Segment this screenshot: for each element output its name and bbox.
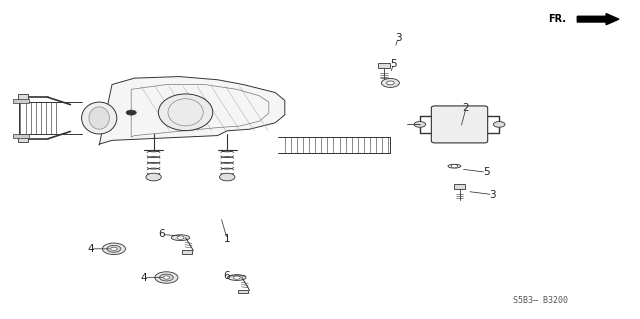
Ellipse shape bbox=[414, 122, 426, 127]
FancyArrow shape bbox=[577, 14, 619, 25]
Bar bbox=[182, 250, 192, 254]
Circle shape bbox=[463, 131, 476, 137]
Ellipse shape bbox=[228, 275, 246, 280]
Ellipse shape bbox=[448, 164, 461, 168]
Text: 6: 6 bbox=[158, 229, 164, 240]
Circle shape bbox=[126, 110, 136, 115]
FancyBboxPatch shape bbox=[431, 106, 488, 143]
Polygon shape bbox=[99, 77, 285, 145]
Circle shape bbox=[234, 276, 240, 279]
Ellipse shape bbox=[452, 121, 467, 128]
Circle shape bbox=[146, 173, 161, 181]
Ellipse shape bbox=[89, 107, 109, 129]
Text: 5: 5 bbox=[390, 59, 397, 69]
Circle shape bbox=[381, 78, 399, 87]
Bar bbox=[13, 99, 29, 103]
Circle shape bbox=[177, 236, 184, 239]
Text: S5B3– B3200: S5B3– B3200 bbox=[513, 296, 568, 305]
Circle shape bbox=[163, 276, 170, 279]
Text: 1: 1 bbox=[224, 234, 230, 244]
Text: 5: 5 bbox=[483, 167, 490, 177]
Bar bbox=[238, 290, 248, 293]
Text: 2: 2 bbox=[463, 103, 469, 114]
Ellipse shape bbox=[172, 235, 189, 241]
Circle shape bbox=[444, 112, 456, 118]
Bar bbox=[378, 63, 390, 68]
Ellipse shape bbox=[158, 94, 212, 131]
Bar bbox=[13, 134, 29, 138]
Bar bbox=[18, 94, 28, 100]
Circle shape bbox=[159, 274, 173, 281]
Text: 3: 3 bbox=[490, 189, 496, 200]
Text: 3: 3 bbox=[395, 33, 401, 43]
Bar bbox=[18, 136, 28, 142]
Ellipse shape bbox=[493, 122, 505, 127]
Circle shape bbox=[111, 247, 117, 250]
Circle shape bbox=[107, 245, 121, 252]
Circle shape bbox=[387, 81, 394, 85]
Text: 6: 6 bbox=[223, 271, 230, 281]
Text: 4: 4 bbox=[141, 272, 147, 283]
Circle shape bbox=[220, 173, 235, 181]
Circle shape bbox=[102, 243, 125, 255]
Bar bbox=[454, 184, 465, 189]
Circle shape bbox=[155, 272, 178, 283]
Ellipse shape bbox=[82, 102, 117, 134]
Text: FR.: FR. bbox=[548, 14, 566, 24]
Circle shape bbox=[451, 165, 458, 168]
Text: 4: 4 bbox=[88, 244, 94, 254]
